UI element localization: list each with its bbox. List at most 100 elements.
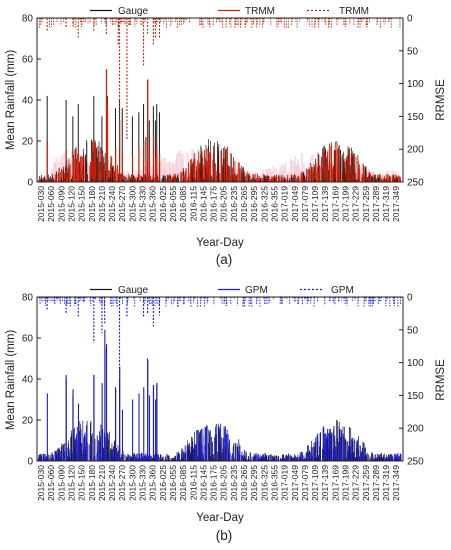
x-tick-label: 2016-055 [168, 186, 178, 222]
rrmse-band [284, 162, 287, 182]
x-tick-label: 2016-025 [158, 186, 168, 222]
x-tick-label: 2015-060 [46, 465, 56, 501]
rrmse-band [274, 167, 277, 182]
x-tick-label: 2015-240 [107, 465, 117, 501]
rrmse-band [290, 160, 293, 182]
x-tick-label: 2015-270 [117, 465, 127, 501]
rrmse-band [172, 163, 176, 182]
legend-gauge: Gauge [118, 285, 148, 296]
x-tick-label: 2015-300 [127, 465, 137, 501]
x-tick-label: 2015-030 [36, 465, 46, 501]
y-tick-label: 80 [22, 14, 34, 25]
rrmse-band [182, 153, 185, 182]
x-tick-label: 2017-169 [330, 186, 340, 222]
x-tick-label: 2017-259 [361, 186, 371, 222]
legend-gauge: Gauge [118, 6, 148, 17]
rrmse-band [168, 161, 172, 182]
legend-gpm-rrmse: GPM [331, 285, 354, 296]
rrmse-band [272, 166, 275, 182]
x-tick-label: 2015-270 [117, 186, 127, 222]
x-tick-label: 2017-199 [340, 186, 350, 222]
x-tick-label: 2015-210 [97, 186, 107, 222]
x-tick-label: 2017-229 [351, 465, 361, 501]
rrmse-band [300, 152, 304, 182]
x-tick-label: 2015-150 [77, 465, 87, 501]
x-tick-label: 2017-259 [361, 465, 371, 501]
panel-b: 0 20 40 60 80 0 50 100 150 200 250 2015-030 2015-060… [5, 285, 447, 543]
panel-label: (a) [216, 252, 233, 267]
x-tick-label: 2015-090 [56, 465, 66, 501]
panel-a: 0 20 40 60 80 0 50 100 150 200 250 2015-030 2015-060… [5, 6, 447, 267]
x-tick-label: 2017-319 [381, 186, 391, 222]
x-tick-label: 2016-025 [158, 465, 168, 501]
x-tick-label: 2016-235 [229, 465, 239, 501]
x-tick-label: 2015-240 [107, 186, 117, 222]
y2-tick-label: 200 [407, 424, 424, 435]
x-tick-label: 2015-300 [127, 186, 137, 222]
y-tick-label: 20 [22, 137, 34, 148]
y2-axis-title: RRMSE [435, 359, 447, 401]
rrmse-band [135, 171, 138, 182]
x-tick-label: 2016-355 [269, 465, 279, 501]
y2-tick-label: 150 [407, 112, 424, 123]
y-tick-label: 20 [22, 416, 34, 427]
x-tick-label: 2015-330 [138, 186, 148, 222]
rrmse-band [329, 164, 332, 182]
x-tick-label: 2015-030 [36, 186, 46, 222]
x-tick-label: 2017-319 [381, 465, 391, 501]
x-tick-label: 2017-289 [371, 186, 381, 222]
x-tick-label: 2016-325 [259, 465, 269, 501]
x-tick-label: 2016-175 [209, 186, 219, 222]
rrmse-band [55, 156, 58, 182]
legend-gpm: GPM [245, 285, 268, 296]
rrmse-band [83, 164, 86, 182]
x-tick-label: 2017-049 [290, 186, 300, 222]
x-tick-label: 2016-115 [188, 186, 198, 222]
y2-tick-label: 0 [407, 293, 413, 304]
x-tick-label: 2015-180 [87, 465, 97, 501]
x-tick-label: 2015-360 [148, 465, 158, 501]
x-tick-label: 2016-085 [178, 186, 188, 222]
y2-tick-label: 100 [407, 358, 424, 369]
x-tick-label: 2016-175 [209, 465, 219, 501]
y-axis-title: Mean Rainfall (mm) [5, 50, 17, 150]
x-tick-label: 2017-349 [391, 465, 401, 501]
x-tick-label: 2016-145 [198, 186, 208, 222]
x-tick-label: 2015-180 [87, 186, 97, 222]
x-tick-label: 2015-060 [46, 186, 56, 222]
y2-tick-label: 200 [407, 145, 424, 156]
x-tick-label: 2017-109 [310, 465, 320, 501]
x-tick-label: 2016-115 [188, 465, 198, 501]
legend: Gauge TRMM TRMM [90, 6, 369, 17]
y2-tick-label: 150 [407, 391, 424, 402]
x-tick-label: 2017-109 [310, 186, 320, 222]
x-tick-label: 2017-049 [290, 465, 300, 501]
y-tick-label: 0 [27, 457, 33, 468]
rrmse-band [210, 153, 213, 182]
x-tick-label: 2017-019 [280, 186, 290, 222]
x-tick-label: 2016-265 [239, 465, 249, 501]
y-axis-title: Mean Rainfall (mm) [5, 330, 17, 430]
x-axis-title: Year-Day [196, 512, 244, 524]
rrmse-band [188, 164, 191, 182]
y-tick-label: 0 [27, 178, 33, 189]
y-tick-label: 60 [22, 55, 34, 66]
x-tick-label: 2016-325 [259, 186, 269, 222]
x-tick-label: 2017-169 [330, 465, 340, 501]
x-tick-label: 2016-145 [198, 465, 208, 501]
x-tick-label: 2017-019 [280, 465, 290, 501]
x-tick-label: 2016-205 [219, 186, 229, 222]
x-tick-label: 2017-349 [391, 186, 401, 222]
rrmse-band [165, 162, 169, 182]
y2-tick-label: 50 [407, 325, 419, 336]
y2-tick-label: 250 [407, 457, 424, 468]
y2-tick-label: 100 [407, 79, 424, 90]
y-tick-label: 80 [22, 293, 34, 304]
x-tick-label: 2017-199 [340, 465, 350, 501]
rrmse-band [159, 161, 162, 182]
panel-label: (b) [216, 528, 233, 543]
x-tick-label: 2016-205 [219, 465, 229, 501]
x-tick-label: 2016-055 [168, 465, 178, 501]
x-tick-label: 2016-085 [178, 465, 188, 501]
